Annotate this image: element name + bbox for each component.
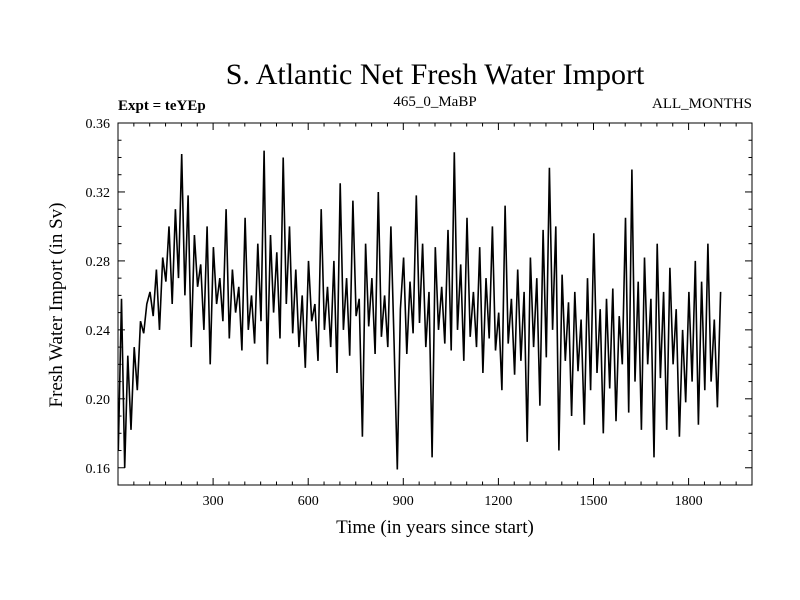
series-layer	[117, 150, 722, 470]
y-tick-label: 0.28	[86, 255, 111, 270]
x-tick-label: 1500	[580, 494, 608, 509]
x-tick-label: 900	[393, 494, 414, 509]
x-tick-label: 300	[203, 494, 224, 509]
y-tick-label: 0.24	[86, 324, 111, 339]
x-axis-label: Time (in years since start)	[336, 517, 534, 538]
x-tick-label: 1200	[484, 494, 512, 509]
x-tick-label: 1800	[675, 494, 703, 509]
x-tick-label: 600	[298, 494, 319, 509]
months-label: ALL_MONTHS	[652, 96, 752, 112]
period-label: 465_0_MaBP	[393, 94, 476, 110]
y-tick-label: 0.32	[86, 186, 111, 201]
plot-frame	[117, 122, 753, 486]
experiment-label: Expt = teYEp	[118, 98, 206, 114]
chart-title: S. Atlantic Net Fresh Water Import	[226, 58, 645, 91]
series-line	[117, 150, 722, 470]
y-axis-label: Fresh Water Import (in Sv)	[46, 203, 67, 408]
y-tick-label: 0.20	[86, 393, 111, 408]
y-tick-label: 0.16	[86, 462, 111, 477]
ticks-layer: 300 600 900 1200 1500 1800 0.16 0.20 0.24 0.28 0.3…	[86, 117, 752, 509]
y-tick-label: 0.36	[86, 117, 111, 132]
